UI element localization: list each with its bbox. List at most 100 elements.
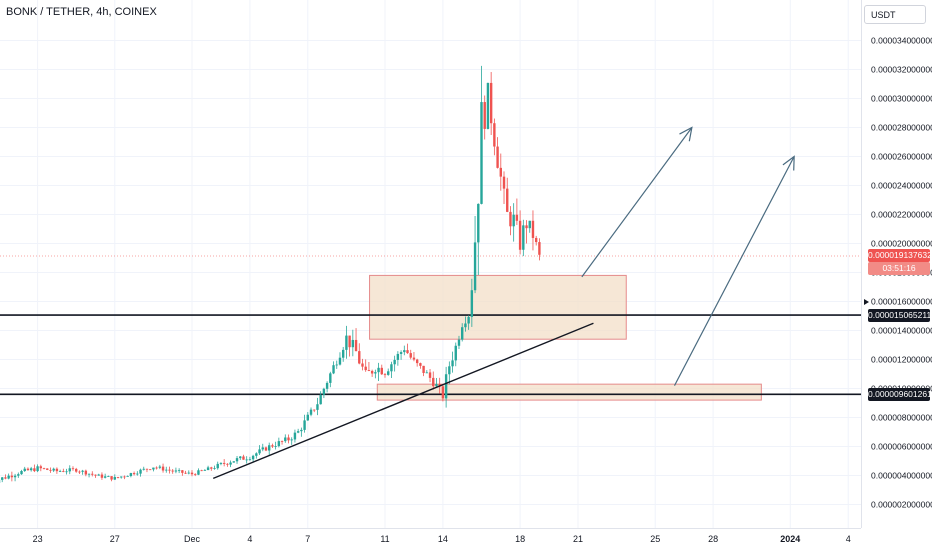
currency-selector[interactable]: USDT [864,5,926,24]
candle-body [20,471,23,475]
candle-body [486,82,490,129]
candle-body [194,474,197,476]
candle-body [1,477,4,480]
candle-body [284,437,287,442]
projection-arrow-head [782,155,795,171]
candle-body [483,102,486,129]
candle-body [454,345,457,361]
annotations [212,126,869,480]
y-tick-label: 0.000006000000 [871,442,932,452]
candle-body [219,462,223,464]
candle-body [261,447,264,450]
candle-body [277,441,281,447]
candle-body [293,432,297,440]
horizontal-levels [0,255,861,396]
candle-body [325,382,329,389]
candle-body [239,456,242,459]
candle-body [329,373,332,383]
candle-body [226,463,229,465]
candle-body [174,470,178,472]
candle-body [313,409,316,411]
current-price-tag: 0.000019137632 [868,248,932,262]
candle-body [71,468,75,470]
candle-body [425,372,429,374]
candle-body [370,370,374,374]
candle-body [251,455,255,460]
candle-body [129,473,133,477]
time-axis-divider [0,528,861,529]
candle-body [184,472,187,474]
candle-body [415,359,419,364]
candle-body [65,471,68,473]
x-tick-label: 2024 [780,534,800,544]
x-tick-label: 27 [110,534,120,544]
y-tick-label: 0.000034000000 [871,36,932,46]
candle-body [100,474,104,478]
y-tick-label: 0.000026000000 [871,152,932,162]
candle-body [7,475,10,479]
y-tick-label: 0.000002000000 [871,500,932,510]
x-tick-label: 25 [650,534,660,544]
candle-body [341,349,345,358]
candle-body [306,414,309,421]
candle-body [512,214,515,227]
y-tick-label: 0.000016000000 [871,297,932,307]
y-tick-label: 0.000024000000 [871,181,932,191]
candle-body [145,468,149,470]
candle-body [309,409,313,415]
candle-body [161,466,165,471]
candle-body [287,437,290,441]
x-tick-label: 14 [438,534,448,544]
candle-body [81,470,84,472]
candle-body [303,420,306,430]
candle-body [177,470,181,472]
candle-body [338,357,342,365]
candle-body [525,225,528,229]
candle-body [393,359,396,365]
countdown-tag: 03:51:16 [868,261,930,275]
x-tick-label: 28 [708,534,718,544]
axis-marker-icon [864,299,869,305]
candle-body [374,372,377,374]
candle-body [422,365,425,373]
level-upper-tag: 0.000015065211 [868,308,932,322]
candle-body [364,366,367,371]
candle-body [361,363,364,367]
candle-body [33,468,36,472]
candle-body [435,384,438,387]
candle-body [489,82,493,124]
candle-body [377,367,380,373]
projection-arrow-line [581,127,693,278]
candle-body [39,466,43,469]
candle-body [120,476,123,478]
candle-body [152,467,155,470]
candle-body [58,471,62,472]
candle-body [457,339,461,346]
candle-body [464,323,467,328]
y-axis-ticks: 0.000002000000 0.000004000000 0.0000060000… [871,36,932,510]
candle-body [245,459,248,461]
x-tick-label: 4 [247,534,252,544]
candle-body [165,469,168,471]
candle-body [271,445,274,447]
candle-body [406,350,409,354]
candle-body [139,469,142,474]
candle-body [158,466,162,468]
projection-arrow-head [679,126,693,142]
candle-body [444,374,448,399]
candle-body [432,377,435,387]
candle-body [268,445,271,451]
candle-body [55,468,59,472]
candle-body [62,471,65,472]
zones [369,274,762,401]
candle-body [499,167,502,177]
candle-body [322,388,326,395]
candle-body [17,474,20,476]
candle-body [222,462,226,464]
candle-body [187,472,190,474]
candle-body [296,431,300,433]
candle-body [316,404,319,410]
y-tick-label: 0.000022000000 [871,210,932,220]
x-tick-label: 7 [305,534,310,544]
